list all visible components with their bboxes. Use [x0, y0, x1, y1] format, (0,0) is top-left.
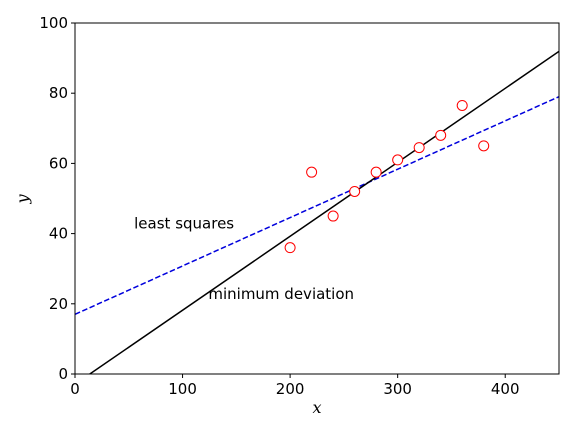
data-point: [435, 129, 447, 141]
x-tick-label: 300: [383, 380, 412, 398]
x-tick-label: 0: [70, 380, 80, 398]
x-tick-label: 100: [168, 380, 197, 398]
y-tick-label: 20: [49, 295, 68, 313]
y-tick-label: 100: [39, 14, 68, 32]
annotation-label: least squares: [134, 215, 234, 233]
y-tick-label: 80: [49, 84, 68, 102]
data-points: [284, 99, 490, 254]
annotations: least squares minimum deviation: [134, 215, 354, 303]
plot-frame: [74, 22, 560, 375]
data-point: [392, 154, 404, 166]
annotation-label: minimum deviation: [208, 285, 354, 303]
x-tick-label: 400: [491, 380, 520, 398]
y-tick-label: 0: [58, 365, 68, 383]
y-axis-label: y: [13, 194, 32, 205]
data-point: [284, 242, 296, 254]
data-point: [349, 185, 361, 197]
x-tick-label: 200: [276, 380, 305, 398]
y-axis-ticks: 0 20 40 60 80 100: [39, 14, 75, 383]
data-point: [478, 140, 490, 152]
data-point: [306, 166, 318, 178]
data-point: [456, 99, 468, 111]
fit-lines: [75, 50, 559, 374]
y-tick-label: 40: [49, 225, 68, 243]
data-point: [327, 210, 339, 222]
x-axis-label: x: [312, 398, 321, 417]
minimum-deviation-line: [88, 50, 559, 374]
y-tick-label: 60: [49, 154, 68, 172]
data-point: [413, 142, 425, 154]
data-point: [370, 166, 382, 178]
x-axis-ticks: 0 100 200 300 400: [70, 374, 520, 398]
least-squares-line: [75, 95, 559, 316]
